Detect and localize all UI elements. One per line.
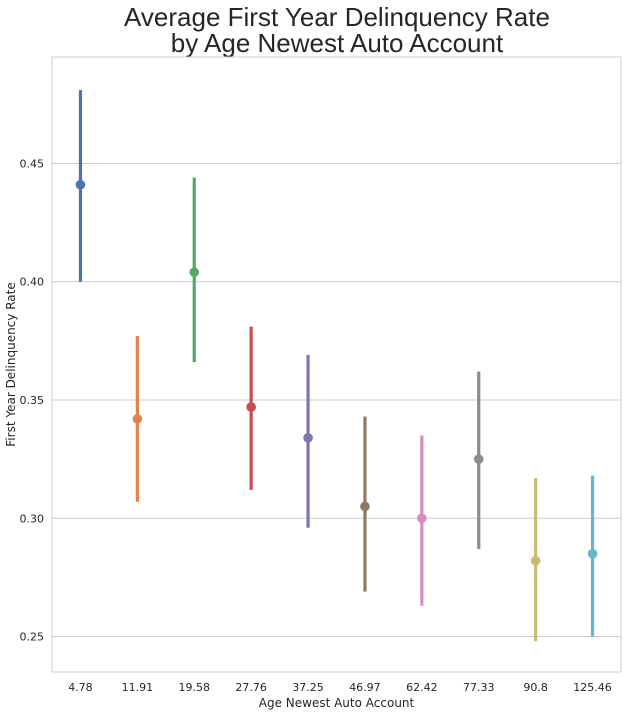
- x-tick-label: 46.97: [349, 681, 381, 694]
- series-group: [75, 90, 598, 642]
- y-tick-label: 0.25: [20, 631, 45, 644]
- y-axis-ticks: 0.25 0.30 0.35 0.40 0.45: [20, 157, 45, 643]
- x-tick-label: 77.33: [463, 681, 495, 694]
- chart-title-line-1: Average First Year Delinquency Rate: [124, 2, 550, 32]
- x-tick-label: 27.76: [235, 681, 267, 694]
- y-axis-label: First Year Delinquency Rate: [4, 282, 18, 446]
- data-point: [360, 501, 370, 512]
- chart-title-line-2: by Age Newest Auto Account: [171, 28, 504, 58]
- y-tick-label: 0.35: [20, 394, 45, 407]
- data-point: [303, 433, 313, 443]
- data-point: [417, 513, 427, 524]
- x-tick-label: 90.8: [523, 681, 548, 694]
- data-point: [587, 548, 598, 559]
- x-axis-label: Age Newest Auto Account: [259, 696, 415, 710]
- y-tick-label: 0.40: [20, 276, 45, 289]
- x-tick-label: 62.42: [406, 681, 438, 694]
- x-axis-ticks: 4.78 11.91 19.58 27.76 37.25 46.97 62.42 77.33 9…: [68, 681, 612, 694]
- x-tick-label: 11.91: [122, 681, 154, 694]
- data-point: [246, 402, 256, 412]
- x-tick-label: 4.78: [68, 681, 93, 694]
- data-point: [189, 267, 200, 278]
- y-tick-label: 0.30: [20, 512, 45, 525]
- data-point: [473, 454, 484, 464]
- data-point: [75, 179, 86, 190]
- x-tick-label: 19.58: [179, 681, 211, 694]
- x-tick-label: 125.46: [573, 681, 612, 694]
- y-tick-label: 0.45: [20, 157, 45, 170]
- grid-lines: [52, 162, 621, 638]
- data-point: [132, 414, 143, 424]
- x-tick-label: 37.25: [292, 681, 324, 694]
- data-point: [530, 556, 541, 566]
- plot-area-frame: [51, 56, 622, 673]
